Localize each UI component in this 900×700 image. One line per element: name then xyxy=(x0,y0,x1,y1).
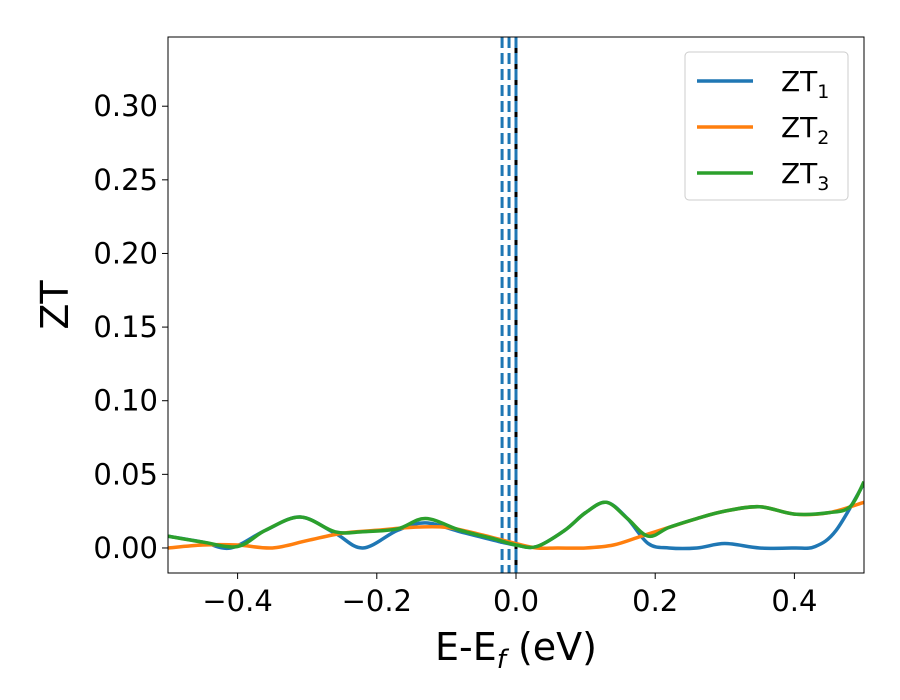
legend: ZT1 ZT2 ZT3 xyxy=(684,51,849,201)
y-tick-label: 0.10 xyxy=(93,384,158,418)
series-line-zt3 xyxy=(168,480,864,550)
legend-frame xyxy=(684,51,849,201)
x-axis-label: E-Ef (eV) xyxy=(435,625,597,675)
y-tick-label: 0.15 xyxy=(93,310,158,344)
y-tick-label: 0.25 xyxy=(93,163,158,197)
x-tick-label: −0.4 xyxy=(202,584,272,618)
x-tick-label: 0.0 xyxy=(493,584,539,618)
y-axis-label: ZT xyxy=(33,280,77,330)
legend-entries: ZT1 ZT2 ZT3 xyxy=(697,65,829,195)
y-tick-label: 0.05 xyxy=(93,457,158,491)
x-axis-ticks: −0.4 −0.2 0.0 0.2 0.4 xyxy=(202,573,817,618)
legend-label-zt3: ZT3 xyxy=(781,157,829,195)
x-tick-label: 0.4 xyxy=(771,584,817,618)
legend-label-zt2: ZT2 xyxy=(781,111,829,149)
reference-lines xyxy=(500,37,518,573)
y-tick-label: 0.20 xyxy=(93,236,158,270)
y-tick-label: 0.00 xyxy=(93,531,158,565)
x-tick-label: 0.2 xyxy=(632,584,678,618)
y-tick-label: 0.30 xyxy=(93,89,158,123)
y-axis-ticks: 0.00 0.05 0.10 0.15 0.20 0.25 0.30 xyxy=(93,89,168,565)
series-lines xyxy=(168,480,864,551)
legend-label-zt1: ZT1 xyxy=(781,65,829,103)
x-tick-label: −0.2 xyxy=(342,584,412,618)
